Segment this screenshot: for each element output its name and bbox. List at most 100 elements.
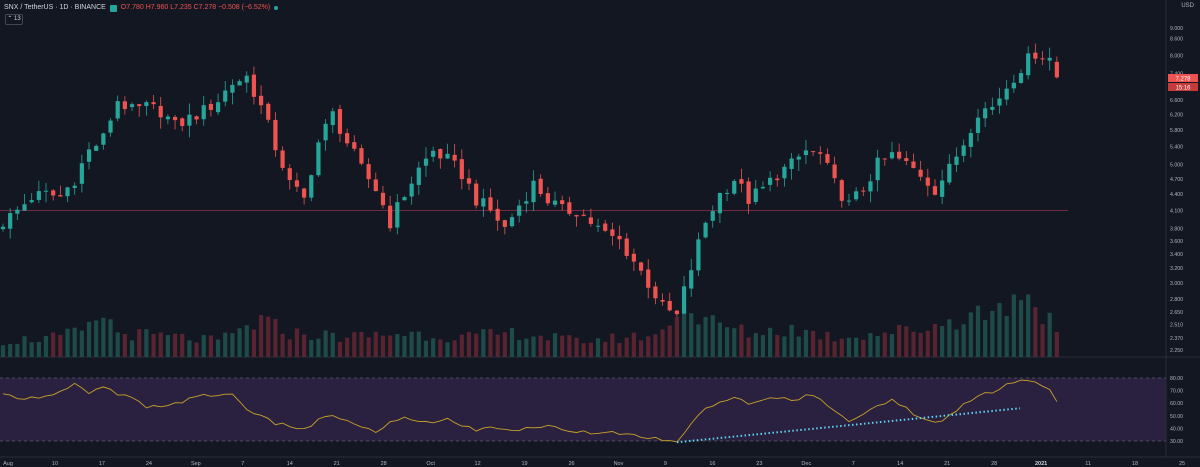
candle [509,213,515,228]
candle-body [8,213,13,229]
candle [244,71,249,93]
candle-body [223,90,228,102]
rsi-tick-label: 70.00 [1170,389,1183,395]
candle-body [251,74,257,97]
candle [653,281,658,305]
volume-bar [897,324,902,357]
candle [215,93,221,115]
volume-bar [1026,294,1031,357]
time-tick-label: 7 [852,461,855,467]
rsi-tick-label: 60.00 [1170,401,1183,407]
candle [954,147,959,173]
volume-bar [345,337,350,357]
candle [481,188,486,217]
candle [309,174,314,202]
candle-body [438,149,443,159]
volume-bar [1047,312,1052,357]
volume-bar [624,337,629,357]
candle [789,152,794,180]
time-tick-label: Dec [801,461,811,467]
candle [746,177,751,214]
candle [51,189,56,201]
candle-body [581,214,586,216]
candle [395,194,400,235]
candle [868,174,873,203]
candle [832,156,837,184]
rsi-trendline[interactable] [676,407,1021,444]
volume-bar [474,333,479,357]
candle-body [1026,53,1031,76]
volume-bar [459,334,464,357]
volume-bar [15,343,20,357]
time-tick-label: Oct [426,461,435,467]
candle [323,119,328,151]
volume-bar [72,327,77,357]
candle [108,118,113,137]
candle-body [509,217,515,227]
candle [624,232,629,260]
candle [631,248,636,272]
time-tick-label: 25 [1179,461,1185,467]
candle [151,95,156,110]
candle-body [309,175,314,198]
candle [1004,80,1009,106]
candle-body [782,166,787,179]
candle-body [990,106,995,110]
volume-bar [509,328,515,357]
candle-body [595,225,601,227]
price-tick-label: 2.800 [1170,297,1183,303]
candle [767,171,773,192]
candle [882,158,887,166]
currency-label[interactable]: USD [1181,3,1194,9]
visibility-icon[interactable] [109,4,117,12]
candle-body [94,145,99,151]
candle [488,188,493,213]
candle-body [402,197,407,201]
candle [137,103,142,117]
volume-bars [0,294,1059,357]
candle-body [689,270,694,289]
volume-bar [818,339,823,357]
candle-body [796,156,801,160]
candle [115,95,120,122]
candle [380,186,386,209]
symbol-title[interactable]: SNX / TetherUS · 1D · BINANCE [4,4,106,11]
candle-body [524,201,529,204]
volume-bar [373,331,378,357]
volume-bar [753,333,758,357]
candle-body [187,114,192,126]
candle [1026,46,1031,80]
volume-bar [388,335,393,357]
candle-body [760,186,766,189]
candle-body [388,205,393,229]
candle-body [861,190,866,192]
candle [588,208,593,227]
candle [208,99,214,117]
candle-body [854,191,859,200]
volume-bar [961,324,966,357]
price-tick-label: 5.800 [1170,128,1183,134]
candle-body [273,119,278,151]
candle [223,80,228,107]
volume-bar [122,333,127,357]
volume-bar [839,338,844,357]
time-tick-label: 12 [475,461,481,467]
indicators-collapse-button[interactable]: ⌃ 13 [5,14,23,25]
candle-body [502,220,507,227]
symbol-legend[interactable]: SNX / TetherUS · 1D · BINANCE O7.780 H7.… [4,2,279,14]
rsi-axis[interactable]: 80.00 70.00 60.00 50.00 40.00 30.00 [1170,376,1183,445]
candle-body [1004,88,1009,100]
candle-body [567,202,572,214]
time-axis[interactable]: Aug 10 17 24 Sep 7 14 21 28 Oct 12 19 26 Nov 9 16 23 Dec 7… [3,461,1185,467]
candle-body [552,200,558,205]
volume-bar [151,333,156,357]
volume-bar [653,334,658,357]
volume-bar [395,334,400,357]
time-tick-label: 2021 [1035,461,1047,467]
candle-body [72,185,77,188]
candle-body [603,223,608,231]
candle [122,96,127,115]
candle [689,258,694,297]
candle-body [1033,52,1038,59]
